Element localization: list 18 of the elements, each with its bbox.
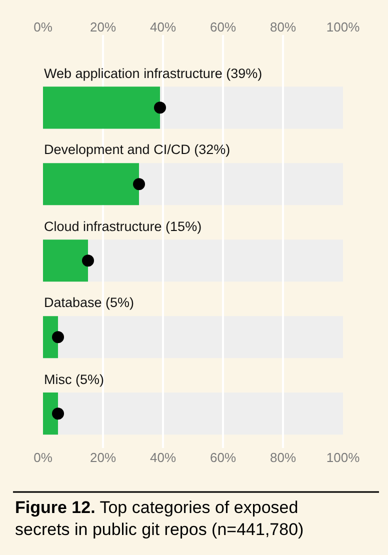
y-tick-label: Web application infrastructure (39%) (44, 66, 262, 81)
x2-tick-label: 40% (150, 450, 176, 465)
y-tick-label: Development and CI/CD (32%) (44, 142, 230, 157)
x2-tick-label: 20% (90, 450, 116, 465)
x-tick-label: 60% (210, 19, 236, 34)
x-tick-label: 0% (34, 19, 53, 34)
x-tick-label: 100% (326, 19, 360, 34)
x2-tick-label: 60% (210, 450, 236, 465)
x-tick-label: 40% (150, 19, 176, 34)
text: Figure 12. Top categories of exposed secrets in public git repos (n=441,780) (15, 498, 304, 540)
x-tick-label: 80% (270, 19, 296, 34)
y-tick-label: Database (5%) (44, 295, 134, 310)
y-tick-label: Misc (5%) (44, 372, 104, 387)
x-tick-label: 20% (90, 19, 116, 34)
y-tick-label: Cloud infrastructure (15%) (44, 219, 202, 234)
x2-tick-label: 0% (34, 450, 53, 465)
x2-tick-label: 100% (326, 450, 360, 465)
x2-tick-label: 80% (270, 450, 296, 465)
